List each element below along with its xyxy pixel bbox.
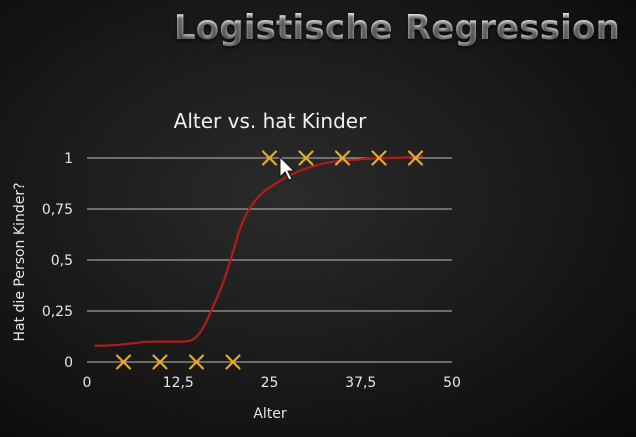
- y-tick-label: 0,25: [42, 304, 73, 320]
- logistic-curve: [94, 154, 423, 347]
- y-tick-label: 0,75: [42, 202, 73, 218]
- x-tick-label: 50: [443, 375, 461, 391]
- data-point-x-marker: [188, 354, 205, 370]
- y-tick-label: 1: [64, 151, 73, 167]
- marker-layer: [115, 150, 424, 370]
- data-point-x-marker: [261, 150, 278, 166]
- slide-title: Logistische Regression: [173, 8, 620, 48]
- grid-layer: [87, 157, 452, 363]
- x-tick-label: 12,5: [163, 375, 194, 391]
- data-point-x-marker: [407, 150, 424, 166]
- x-tick-label: 0: [83, 375, 92, 391]
- x-tick-label: 25: [261, 375, 279, 391]
- data-point-x-marker: [152, 354, 168, 370]
- data-point-x-marker: [225, 354, 241, 370]
- data-point-x-marker: [298, 150, 314, 166]
- data-point-x-marker: [334, 150, 351, 166]
- data-point-x-marker: [115, 354, 132, 370]
- mouse-cursor-icon: [279, 155, 296, 181]
- y-tick-label: 0: [64, 355, 73, 371]
- x-axis-label: Alter: [253, 406, 287, 422]
- y-tick-label: 0,5: [51, 253, 73, 269]
- chart-title: Alter vs. hat Kinder: [174, 109, 367, 133]
- y-axis-label: Hat die Person Kinder?: [12, 182, 28, 341]
- x-tick-label: 37,5: [345, 375, 376, 391]
- tick-layer: 0 0,25 0,5 0,75 1 0 12,5 25 37,5 50: [42, 151, 461, 391]
- data-point-x-marker: [371, 150, 387, 166]
